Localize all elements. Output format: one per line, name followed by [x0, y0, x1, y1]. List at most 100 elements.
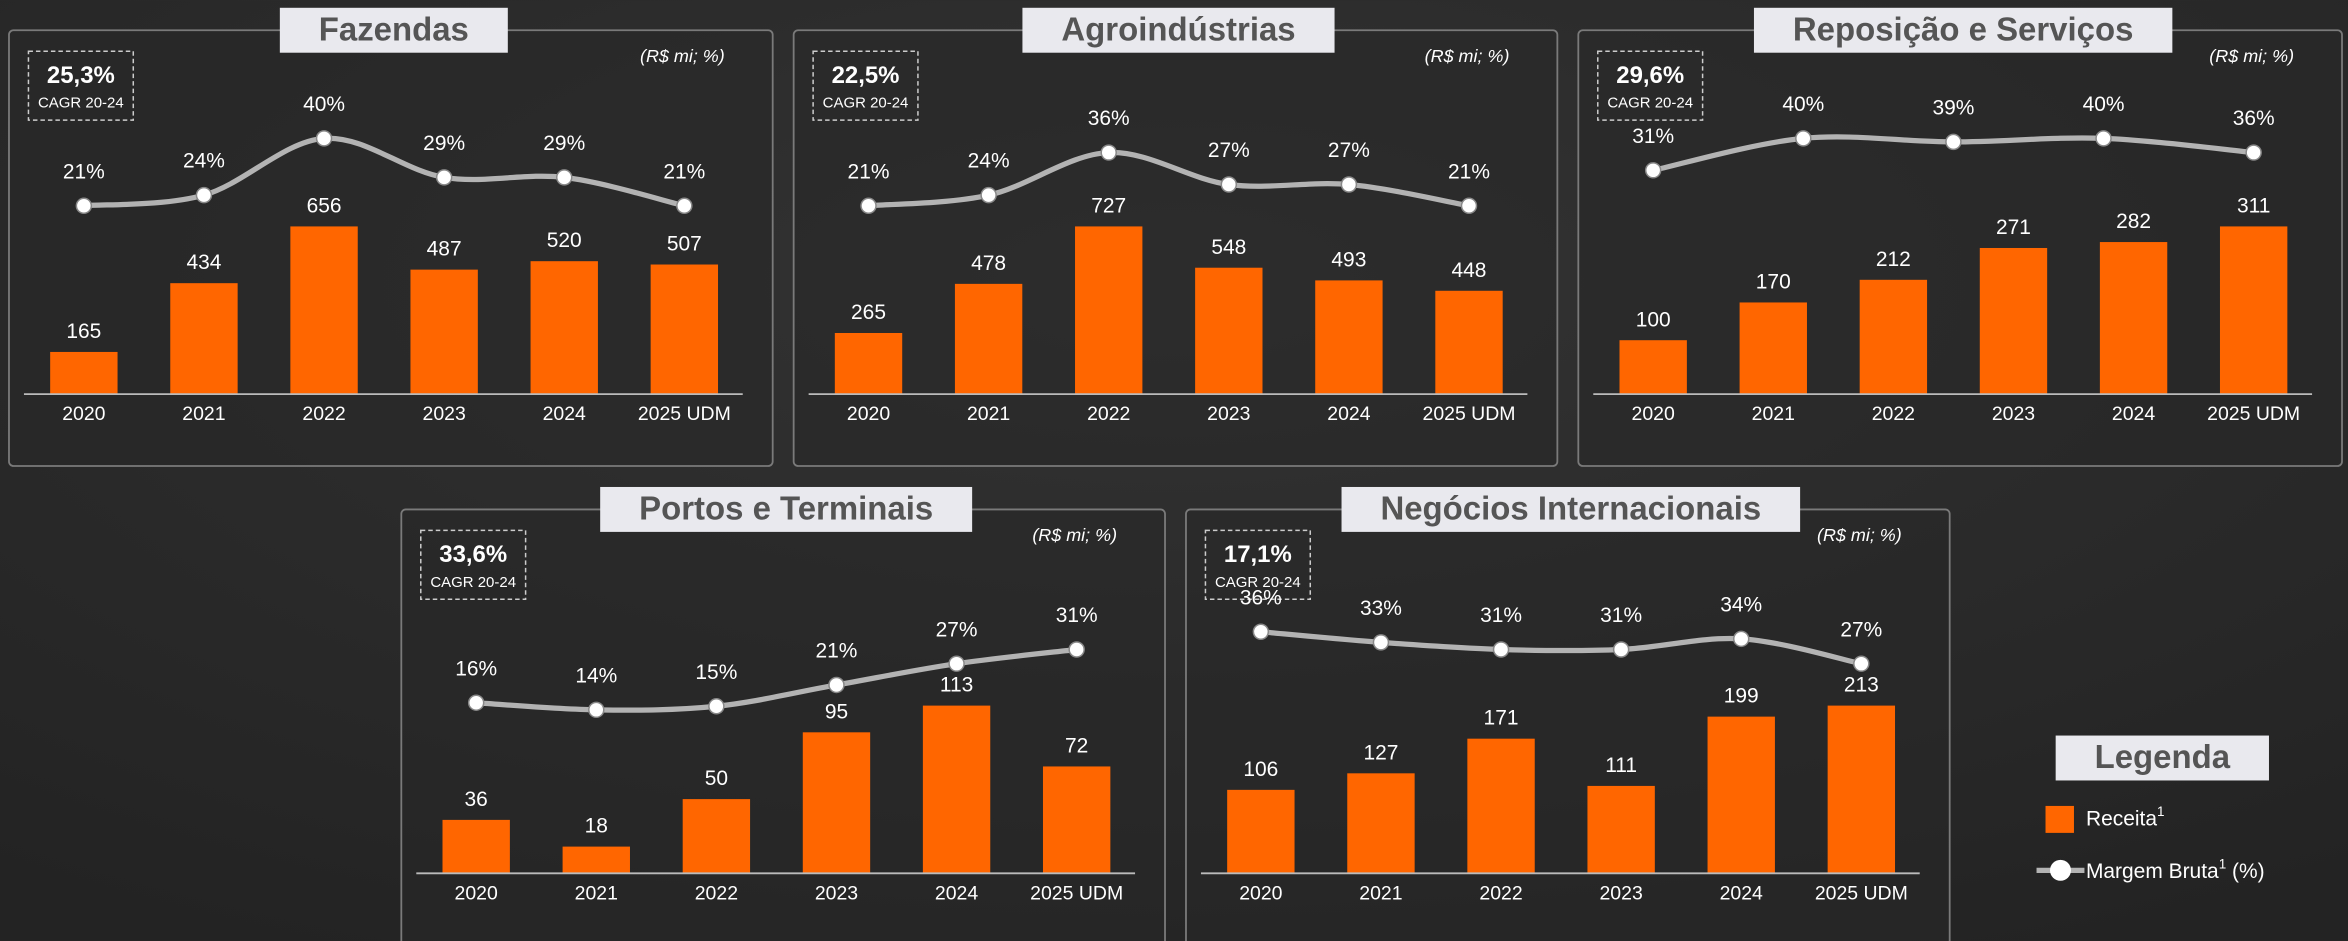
legend-suffix: (%)	[2226, 859, 2264, 882]
bar	[1315, 280, 1383, 395]
legend-label-text: Receita	[2086, 807, 2157, 830]
bar	[650, 264, 719, 395]
margin-value-label: 31%	[1632, 125, 1674, 148]
bar-value-label: 171	[1484, 707, 1519, 730]
margin-point	[708, 698, 725, 715]
x-tick-label: 2020	[62, 403, 105, 425]
bar	[1347, 773, 1415, 874]
margin-point	[1732, 630, 1750, 648]
cagr-value: 22,5%	[832, 62, 900, 89]
margin-value-label: 27%	[1840, 618, 1882, 641]
bar-value-label: 487	[427, 238, 462, 261]
legend-swatch	[2045, 805, 2074, 833]
legend-title: Legenda	[2095, 738, 2231, 775]
x-tick-label: 2021	[1752, 403, 1795, 425]
margin-value-label: 21%	[848, 160, 890, 183]
margin-value-label: 27%	[936, 618, 978, 641]
bar-value-label: 111	[1605, 754, 1637, 777]
cagr-value: 17,1%	[1224, 541, 1292, 568]
margin-point	[860, 197, 877, 215]
x-tick-label: 2020	[455, 882, 498, 904]
bar-value-label: 212	[1876, 248, 1911, 271]
bar-value-label: 36	[465, 788, 488, 811]
bar-value-label: 282	[2116, 210, 2151, 233]
x-tick-label: 2020	[847, 403, 890, 425]
margin-point	[315, 130, 333, 147]
chart-title-tab	[1753, 7, 2173, 53]
bar	[562, 846, 630, 874]
cagr-label: CAGR 20-24	[38, 95, 124, 112]
bar	[1979, 247, 2048, 395]
chart-title: Negócios Internacionais	[1380, 490, 1761, 527]
legend-label-text: Margem Bruta	[2086, 859, 2219, 882]
cagr-box	[812, 50, 919, 121]
margin-point	[1853, 655, 1870, 672]
unit-label: (R$ mi; %)	[1817, 525, 1902, 545]
margin-line	[868, 149, 1470, 209]
bar-value-label: 213	[1844, 674, 1879, 697]
margin-value-label: 40%	[1782, 93, 1824, 116]
unit-label: (R$ mi; %)	[2209, 46, 2294, 66]
margin-value-label: 14%	[575, 664, 617, 687]
legend-footnote: 1	[2219, 856, 2227, 871]
x-tick-label: 2021	[1359, 882, 1402, 904]
legend-footnote: 1	[2157, 803, 2165, 818]
cagr-box	[1597, 50, 1704, 121]
bar-value-label: 520	[547, 229, 582, 252]
margin-value-label: 34%	[1720, 593, 1762, 616]
cagr-box	[420, 529, 527, 601]
legend-point	[2050, 859, 2071, 881]
margin-value-label: 31%	[1056, 604, 1098, 627]
margin-value-label: 27%	[1208, 139, 1250, 162]
margin-point	[435, 169, 453, 186]
margin-line	[1260, 629, 1862, 667]
legend-label: Receita1	[2086, 803, 2165, 829]
bar-value-label: 106	[1243, 758, 1278, 781]
x-tick-label: 2024	[2112, 403, 2155, 425]
bar	[1827, 705, 1896, 874]
margin-value-label: 29%	[423, 132, 465, 155]
bar	[1859, 279, 1928, 395]
margin-value-label: 40%	[303, 93, 345, 116]
bar	[530, 261, 598, 395]
x-tick-label: 2021	[967, 403, 1010, 425]
bar	[170, 283, 238, 395]
bar-value-label: 311	[2237, 194, 2270, 217]
x-tick-label: 2024	[1327, 403, 1370, 425]
bar	[1467, 738, 1535, 874]
bar	[954, 283, 1023, 395]
cagr-box	[27, 50, 135, 121]
x-tick-label: 2025 UDM	[638, 403, 731, 425]
legend-label: Margem Bruta1 (%)	[2086, 856, 2265, 882]
margin-point	[467, 694, 485, 711]
bar-value-label: 127	[1363, 741, 1398, 764]
bar-value-label: 100	[1636, 308, 1671, 331]
bar-value-label: 18	[585, 815, 608, 838]
margin-value-label: 36%	[2233, 107, 2275, 130]
margin-point	[2245, 144, 2262, 161]
margin-point	[2095, 130, 2112, 147]
bar-value-label: 448	[1452, 259, 1487, 282]
chart-title-tab	[1022, 7, 1335, 53]
chart-title: Fazendas	[319, 10, 469, 47]
x-tick-label: 2023	[423, 403, 466, 425]
margin-point	[676, 197, 693, 215]
margin-value-label: 21%	[1448, 160, 1490, 183]
chart-title-tab	[279, 7, 508, 53]
margin-point	[1612, 641, 1630, 658]
bar-value-label: 434	[186, 251, 221, 274]
bar-value-label: 113	[940, 674, 973, 697]
bar	[442, 819, 510, 874]
margin-point	[1644, 162, 1662, 179]
bar	[50, 351, 118, 395]
unit-label: (R$ mi; %)	[640, 46, 725, 66]
margin-value-label: 31%	[1600, 604, 1642, 627]
margin-value-label: 16%	[455, 657, 497, 680]
x-tick-label: 2021	[575, 882, 618, 904]
bar-value-label: 50	[705, 767, 728, 790]
bar	[2219, 226, 2288, 395]
legend-title-tab	[2055, 735, 2269, 781]
margin-line	[83, 135, 685, 209]
chart-title: Portos e Terminais	[639, 490, 933, 527]
